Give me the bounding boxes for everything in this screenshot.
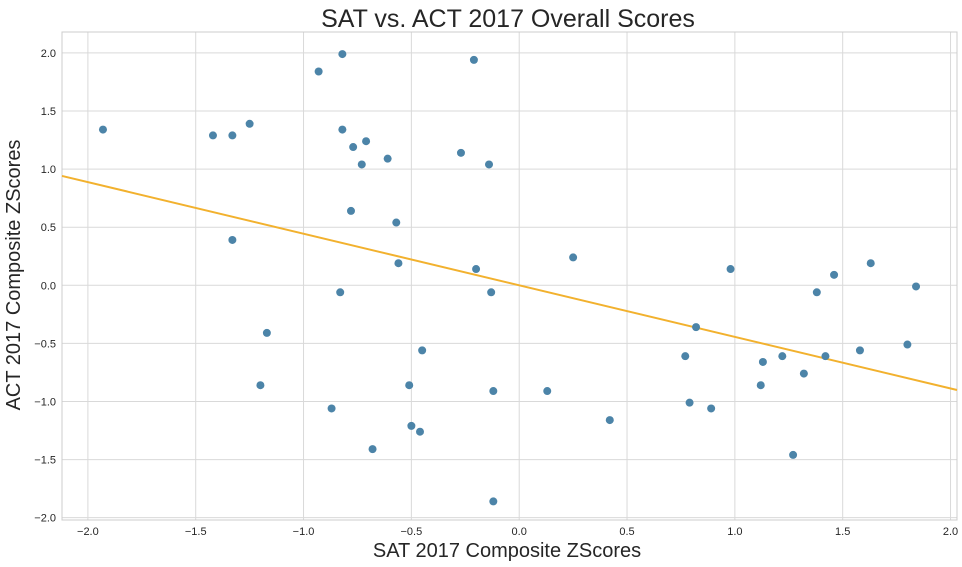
data-point (778, 352, 787, 361)
x-tick-label: 0.5 (619, 526, 634, 538)
data-point (338, 50, 347, 59)
data-point (812, 288, 821, 297)
data-point (362, 137, 371, 146)
x-tick-label: 1.5 (835, 526, 850, 538)
data-point (262, 328, 271, 337)
y-tick-label: −2.0 (34, 513, 56, 525)
data-point (569, 253, 578, 262)
x-axis-label: SAT 2017 Composite ZScores (373, 540, 641, 562)
data-point (707, 404, 716, 413)
data-point (472, 265, 481, 274)
x-tick-label: −1.5 (185, 526, 207, 538)
data-point (416, 427, 424, 436)
data-point (830, 270, 839, 279)
y-tick-label: −0.5 (34, 338, 56, 350)
data-point (866, 259, 875, 268)
chart-title: SAT vs. ACT 2017 Overall Scores (321, 5, 695, 33)
data-point (349, 143, 358, 152)
data-point (489, 387, 498, 396)
data-point (489, 497, 498, 506)
data-points (98, 50, 921, 506)
x-tick-label: 2.0 (943, 526, 958, 538)
data-point (543, 387, 552, 396)
data-point (256, 381, 265, 390)
data-point (821, 352, 830, 361)
data-point (357, 160, 366, 169)
data-point (368, 445, 377, 454)
data-point (789, 450, 798, 459)
y-tick-label: −1.5 (34, 455, 56, 467)
x-tick-labels: −2.0 −1.5 −1.0 −0.5 0.0 0.5 1.0 1.5 2.0 (77, 526, 958, 538)
data-point (392, 218, 401, 227)
data-point (228, 235, 237, 244)
x-tick-label: −2.0 (77, 526, 99, 538)
data-point (314, 67, 323, 76)
y-tick-label: 1.0 (41, 164, 56, 176)
y-tick-label: 0.5 (41, 222, 56, 234)
data-point (346, 206, 355, 215)
data-point (208, 131, 217, 140)
regression-line (61, 174, 958, 391)
data-point (405, 381, 414, 390)
x-tick-label: −1.0 (293, 526, 315, 538)
data-point (394, 259, 403, 268)
x-tick-label: 1.0 (727, 526, 742, 538)
data-point (912, 282, 921, 291)
data-point (756, 381, 765, 390)
data-point (327, 404, 336, 413)
data-point (407, 421, 416, 430)
regression-line-layer (61, 174, 958, 391)
data-point (758, 357, 767, 366)
data-point (605, 416, 614, 425)
data-point (726, 265, 735, 274)
x-tick-label: 0.0 (512, 526, 527, 538)
data-point (681, 352, 690, 361)
data-point (469, 55, 478, 64)
data-point (418, 346, 427, 355)
data-point (487, 288, 496, 297)
data-point (692, 323, 701, 332)
data-point (799, 369, 808, 378)
data-point (228, 131, 237, 140)
data-point (485, 160, 494, 169)
data-point (685, 398, 694, 407)
x-tick-label: −0.5 (401, 526, 423, 538)
data-point (456, 148, 465, 157)
y-tick-label: −1.0 (34, 396, 56, 408)
data-point (855, 346, 864, 355)
grid-lines (62, 32, 957, 520)
data-point (383, 154, 392, 163)
data-point (336, 288, 345, 297)
y-tick-label: 2.0 (41, 48, 56, 60)
plot-frame (61, 31, 958, 521)
y-tick-label: 0.0 (41, 280, 56, 292)
y-tick-labels: 2.0 1.5 1.0 0.5 0.0 −0.5 −1.0 −1.5 −2.0 (34, 48, 56, 525)
y-tick-label: 1.5 (41, 106, 56, 118)
data-point (338, 125, 347, 134)
data-point (903, 340, 912, 349)
y-axis-label: ACT 2017 Composite ZScores (3, 140, 25, 411)
data-point (245, 119, 254, 128)
data-point (98, 125, 107, 134)
